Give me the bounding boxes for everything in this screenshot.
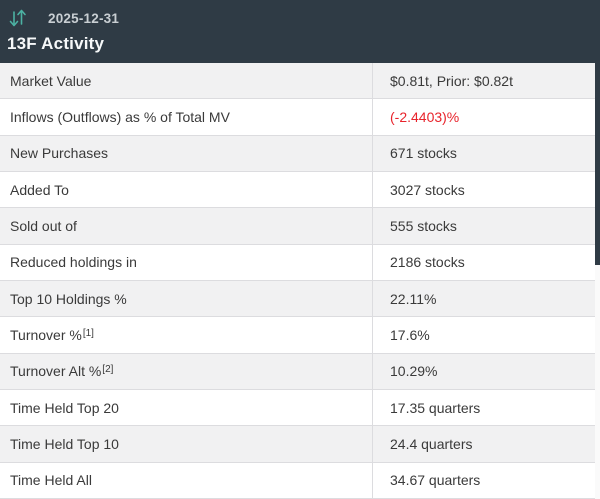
- row-value: 555 stocks: [390, 217, 457, 234]
- table-row: Reduced holdings in 2186 stocks: [0, 244, 600, 281]
- table-row: Turnover % [1] 17.6%: [0, 317, 600, 354]
- table-row: Sold out of 555 stocks: [0, 208, 600, 245]
- row-label: Added To: [0, 171, 373, 208]
- row-label: Top 10 Holdings %: [0, 280, 373, 317]
- row-value: 10.29%: [390, 363, 438, 380]
- row-label: New Purchases: [0, 135, 373, 171]
- footnote-marker: [2]: [102, 364, 114, 376]
- table-row: Time Held All 34.67 quarters: [0, 462, 600, 499]
- row-label: Market Value: [0, 63, 373, 99]
- row-value: 3027 stocks: [390, 181, 465, 198]
- row-label: Inflows (Outflows) as % of Total MV: [0, 99, 373, 135]
- header-top-bar: 2025-12-31: [0, 5, 600, 31]
- row-label: Time Held Top 10: [0, 426, 373, 462]
- row-label: Reduced holdings in: [0, 244, 373, 280]
- footnote-marker: [1]: [82, 327, 94, 339]
- table-row: Top 10 Holdings % 22.11%: [0, 280, 600, 318]
- report-date: 2025-12-31: [48, 10, 120, 26]
- table-row: New Purchases 671 stocks: [0, 135, 600, 172]
- row-value: (-2.4403)%: [390, 108, 460, 125]
- table-row: Market Value $0.81t, Prior: $0.82t: [0, 63, 600, 100]
- row-value: 22.11%: [390, 290, 437, 307]
- row-label: Sold out of: [0, 208, 373, 244]
- scrollbar-thumb[interactable]: [595, 63, 600, 265]
- row-label: Time Held Top 20: [0, 389, 373, 426]
- widget-header: 2025-12-31 13F Activity: [0, 0, 600, 63]
- row-value: 2186 stocks: [390, 254, 465, 271]
- row-value: 24.4 quarters: [390, 435, 473, 452]
- page-title: 13F Activity: [7, 34, 105, 53]
- table-row: Time Held Top 20 17.35 quarters: [0, 389, 600, 427]
- table-row: Added To 3027 stocks: [0, 171, 600, 209]
- row-value: 34.67 quarters: [390, 472, 481, 489]
- scrollbar-track[interactable]: [595, 63, 600, 499]
- table-row: Turnover Alt % [2] 10.29%: [0, 353, 600, 390]
- row-label: Turnover Alt % [2]: [0, 353, 373, 389]
- row-value: 17.35 quarters: [390, 399, 481, 416]
- up-down-arrows-icon[interactable]: [7, 6, 29, 30]
- row-value: 671 stocks: [390, 145, 457, 162]
- row-label: Turnover % [1]: [0, 317, 373, 353]
- table-row: Time Held Top 10 24.4 quarters: [0, 426, 600, 463]
- metrics-table: Market Value $0.81t, Prior: $0.82t Inflo…: [0, 63, 600, 499]
- table-row: Inflows (Outflows) as % of Total MV (-2.…: [0, 99, 600, 136]
- row-value: 17.6%: [390, 326, 430, 343]
- row-label: Time Held All: [0, 462, 373, 498]
- row-value: $0.81t, Prior: $0.82t: [390, 72, 513, 89]
